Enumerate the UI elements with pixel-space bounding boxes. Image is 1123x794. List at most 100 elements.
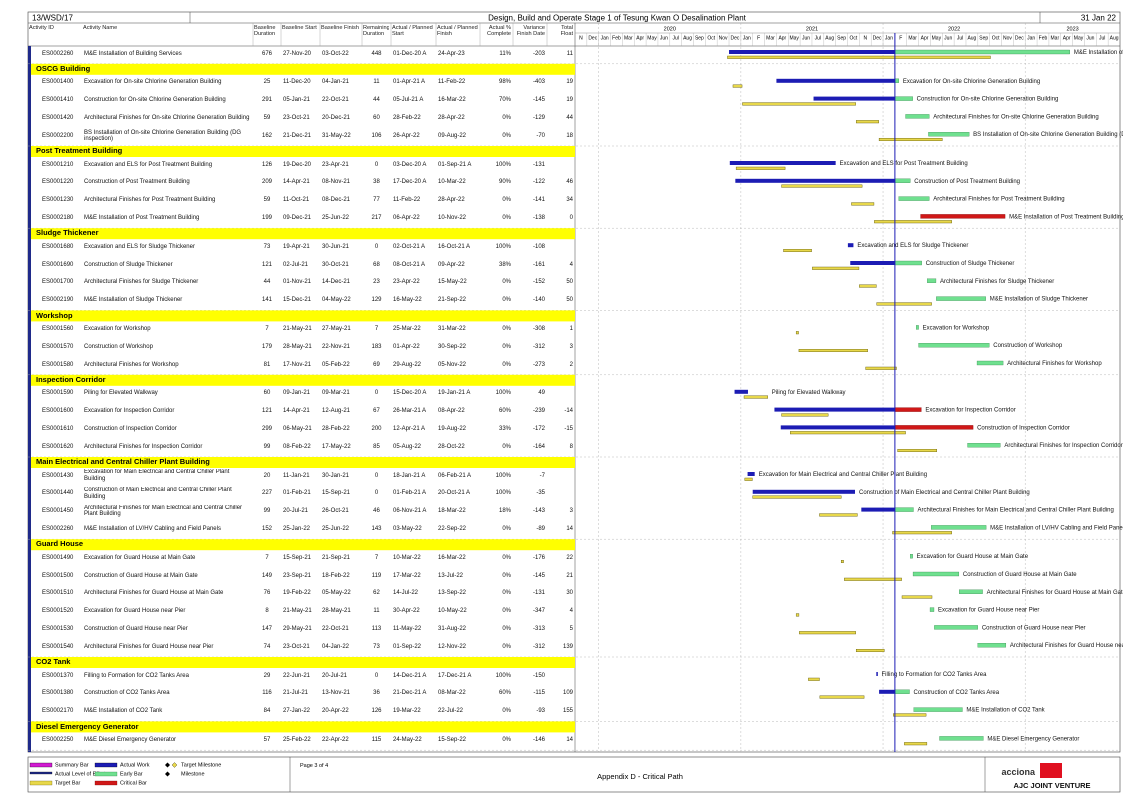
cell-bl-dur: 84 (263, 708, 271, 715)
month-label: Mar (908, 36, 917, 42)
early-bar (912, 571, 960, 577)
month-label: May (932, 36, 942, 42)
cell-bl-finish: 30-Jan-21 (322, 472, 350, 479)
month-label: N (863, 36, 867, 42)
cell-id: ES0001520 (42, 608, 74, 615)
early-bar (918, 343, 990, 348)
cell-name: Piling for Elevated Walkway (84, 390, 158, 397)
cell-float: 11 (566, 50, 573, 57)
month-label: Jun (660, 36, 668, 42)
cell-start: 03-Dec-20 A (393, 161, 427, 168)
month-label: Oct (850, 36, 858, 42)
cell-id: ES0001400 (42, 79, 74, 86)
cell-bl-finish: 22-Nov-21 (322, 343, 351, 350)
group-band (31, 228, 575, 240)
cell-bl-finish: 20-Jul-21 (322, 672, 348, 679)
cell-pct: 0% (502, 279, 511, 286)
column-header: Baseline Finish (321, 25, 359, 31)
cell-bl-finish: 05-Feb-22 (322, 361, 350, 368)
cell-id: ES0001510 (42, 590, 74, 597)
cell-id: ES0001220 (42, 179, 74, 186)
cell-bl-start: 19-Apr-21 (283, 243, 310, 250)
target-bar (781, 413, 829, 417)
cell-finish: 22-Jul-22 (438, 708, 464, 715)
bar-label: Architectural Finishes for Post Treatmen… (933, 197, 1064, 203)
bar-label: Piling for Elevated Walkway (772, 390, 846, 396)
legend-diamond (171, 762, 178, 768)
cell-finish: 11-Feb-22 (438, 79, 466, 86)
cell-name: Excavation for Main Electrical and Centr… (84, 469, 230, 482)
cell-float: 46 (566, 179, 573, 186)
actual-bar (747, 472, 755, 476)
cell-start: 12-Apr-21 A (393, 426, 426, 433)
group-name: Post Treatment Building (36, 146, 123, 156)
column-header: Actual / Planned (437, 25, 478, 31)
cell-float: 18 (566, 132, 573, 139)
cell-finish: 16-Oct-21 A (438, 243, 471, 250)
cell-bl-finish: 12-Aug-21 (322, 408, 351, 415)
caption: Appendix D - Critical Path (597, 772, 683, 781)
actual-bar (813, 96, 895, 101)
cell-start: 25-Mar-22 (393, 326, 421, 333)
cell-float: 155 (562, 708, 573, 715)
cell-bl-finish: 22-Oct-21 (322, 626, 349, 633)
cell-bl-finish: 20-Apr-22 (322, 708, 349, 715)
cell-start: 03-May-22 (393, 526, 422, 533)
cell-variance: -161 (532, 261, 545, 268)
group-band (31, 146, 575, 157)
cell-bl-start: 25-Feb-22 (283, 737, 311, 744)
cell-bl-start: 19-Dec-20 (283, 161, 312, 168)
cell-float: 44 (566, 115, 573, 122)
cell-id: ES0001620 (42, 443, 74, 450)
cell-bl-start: 01-Feb-21 (283, 490, 311, 497)
cell-name: Filling to Formation for CO2 Tanks Area (84, 672, 189, 679)
legend-label: Critical Bar (120, 781, 147, 787)
target-bar (752, 495, 842, 499)
cell-rem: 115 (371, 737, 382, 744)
early-bar (929, 607, 935, 612)
month-label: Sep (695, 36, 704, 42)
cell-finish: 28-Apr-22 (438, 115, 465, 122)
cell-variance: -347 (532, 608, 545, 615)
early-bar (905, 114, 930, 119)
cell-bl-dur: 74 (263, 643, 271, 650)
cell-bl-dur: 29 (263, 672, 271, 679)
month-label: Jul (673, 36, 679, 42)
target-bar (742, 102, 856, 106)
cell-rem: 0 (374, 161, 379, 168)
month-label: N (579, 36, 583, 42)
cell-rem: 119 (371, 572, 382, 579)
cell-name: Architectural Finishes for Post Treatmen… (84, 197, 216, 204)
early-bar (916, 325, 919, 330)
group-band (31, 721, 575, 733)
cell-float: 139 (562, 643, 573, 650)
early-bar (894, 689, 910, 694)
bar-label: Architectural Finishes for Inspection Co… (1004, 443, 1122, 449)
cell-bl-start: 11-Oct-21 (283, 197, 310, 204)
cell-bl-dur: 116 (262, 690, 272, 697)
cell-name: Excavation for Inspection Corridor (84, 408, 175, 415)
group-name: Inspection Corridor (36, 375, 106, 385)
cell-start: 29-Aug-22 (393, 361, 422, 368)
month-label: Jul (815, 36, 821, 42)
cell-bl-finish: 08-Dec-21 (322, 197, 351, 204)
cell-name: Excavation and ELS for Post Treatment Bu… (84, 161, 213, 168)
cell-variance: -313 (532, 626, 545, 633)
early-bar (894, 260, 922, 266)
month-label: Apr (1063, 36, 1071, 42)
cell-name: Construction for On-site Chlorine Genera… (84, 97, 226, 104)
company: acciona (1001, 767, 1036, 777)
bar-label: BS Installation of On-site Chlorine Gene… (973, 132, 1123, 138)
cell-finish: 31-Mar-22 (438, 326, 466, 333)
cell-finish: 01-Sep-21 A (438, 161, 472, 168)
cell-pct: 0% (502, 115, 511, 122)
cell-bl-dur: 291 (261, 97, 272, 104)
cell-bl-dur: 676 (261, 50, 272, 57)
cell-bl-finish: 13-Nov-21 (322, 690, 351, 697)
cell-bl-finish: 04-Jan-22 (322, 643, 350, 650)
column-header: Baseline (254, 25, 276, 31)
month-label: Sep (837, 36, 846, 42)
cell-variance: -7 (539, 472, 545, 479)
bar-label: Excavation for Guard House at Main Gate (917, 554, 1029, 560)
target-bar (812, 266, 860, 270)
